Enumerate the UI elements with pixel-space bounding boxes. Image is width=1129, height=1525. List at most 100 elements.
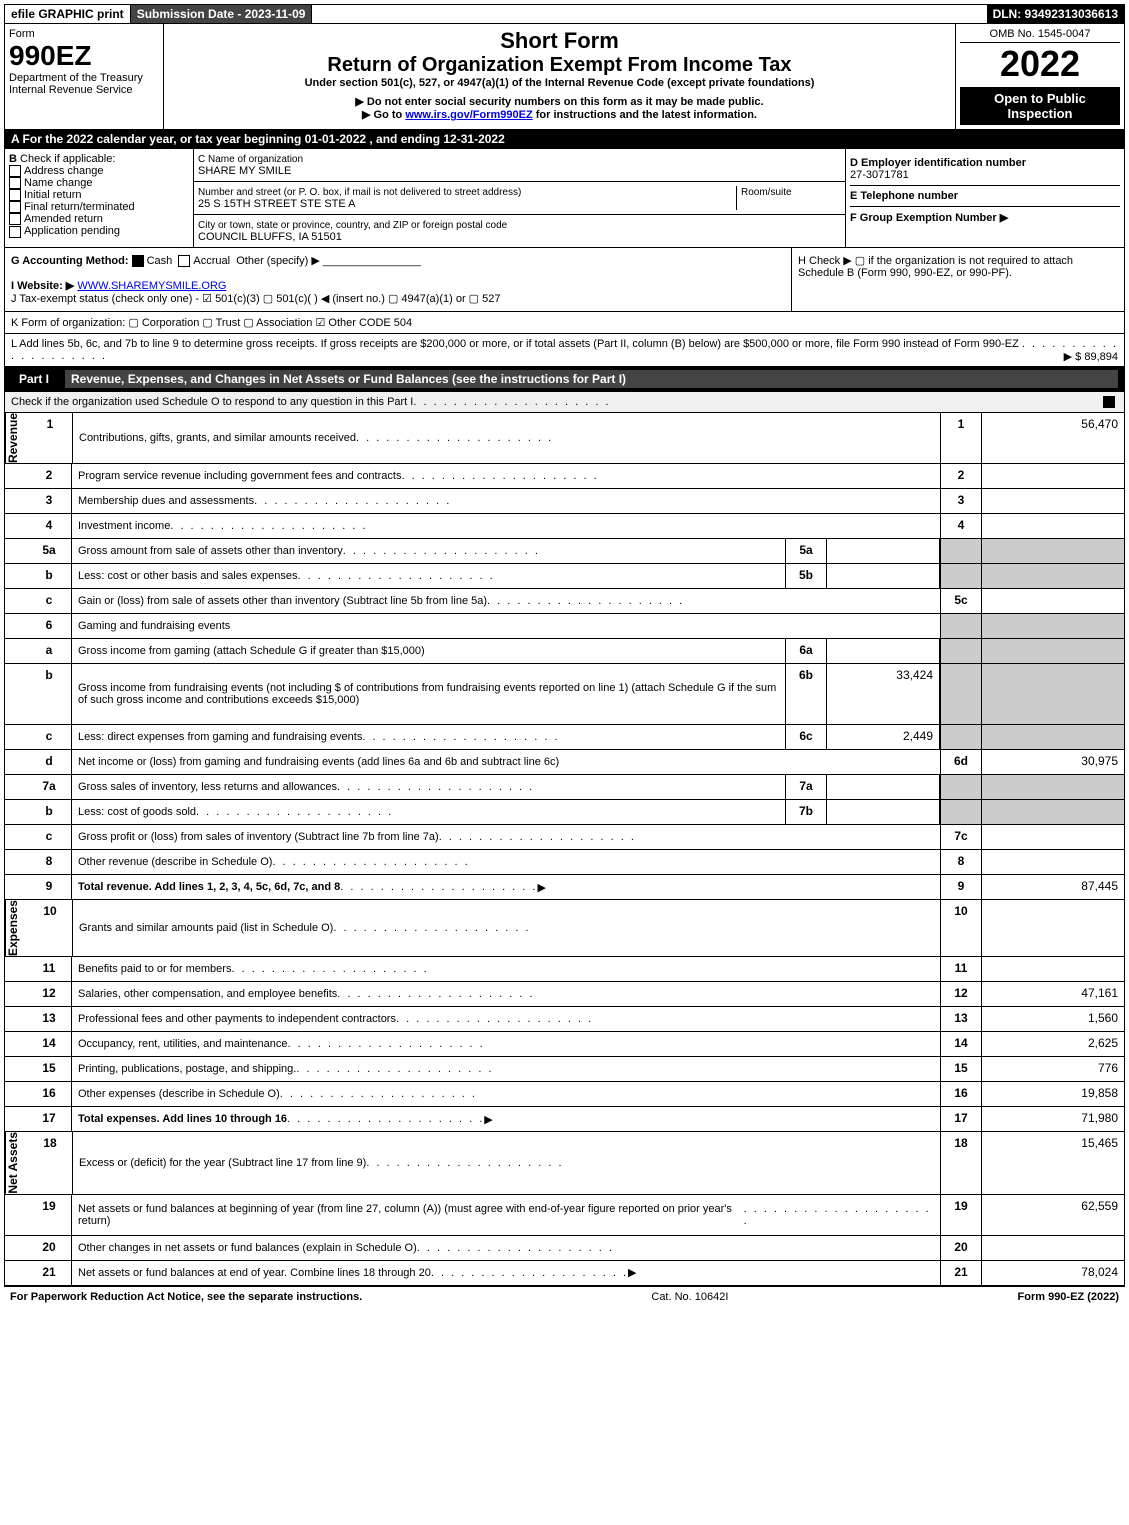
- row-k: K Form of organization: ▢ Corporation ▢ …: [4, 312, 1125, 334]
- line-6a: a Gross income from gaming (attach Sched…: [4, 639, 1125, 664]
- irs-link[interactable]: www.irs.gov/Form990EZ: [405, 109, 532, 121]
- form-number: 990EZ: [9, 40, 159, 72]
- org-name: SHARE MY SMILE: [198, 165, 291, 177]
- line-7c: c Gross profit or (loss) from sales of i…: [4, 825, 1125, 850]
- line-20: 20 Other changes in net assets or fund b…: [4, 1236, 1125, 1261]
- form-label: Form: [9, 28, 159, 40]
- line-18: Net Assets 18 Excess or (deficit) for th…: [4, 1132, 1125, 1195]
- line-17: 17 Total expenses. Add lines 10 through …: [4, 1107, 1125, 1132]
- tel-label: E Telephone number: [850, 190, 958, 202]
- line-9-value: 87,445: [982, 875, 1124, 899]
- line-11: 11 Benefits paid to or for members 11: [4, 957, 1125, 982]
- line-1-value: 56,470: [982, 413, 1124, 463]
- dept-label: Department of the Treasury: [9, 72, 159, 84]
- gross-receipts: ▶ $ 89,894: [1064, 350, 1118, 363]
- line-15: 15 Printing, publications, postage, and …: [4, 1057, 1125, 1082]
- dln-label: DLN: 93492313036613: [987, 5, 1124, 23]
- city-label: City or town, state or province, country…: [198, 220, 507, 231]
- info-block: B Check if applicable: Address change Na…: [4, 149, 1125, 248]
- line-10: Expenses 10 Grants and similar amounts p…: [4, 900, 1125, 957]
- org-address: 25 S 15TH STREET STE STE A: [198, 198, 356, 210]
- line-6: 6 Gaming and fundraising events: [4, 614, 1125, 639]
- line-14-value: 2,625: [982, 1032, 1124, 1056]
- tax-year: 2022: [960, 43, 1120, 85]
- page-footer: For Paperwork Reduction Act Notice, see …: [4, 1286, 1125, 1307]
- line-19: 19 Net assets or fund balances at beginn…: [4, 1195, 1125, 1236]
- room-label: Room/suite: [741, 187, 792, 198]
- section-b: B Check if applicable: Address change Na…: [5, 149, 194, 247]
- row-l: L Add lines 5b, 6c, and 7b to line 9 to …: [4, 334, 1125, 367]
- title-short-form: Short Form: [168, 28, 951, 54]
- line-12-value: 47,161: [982, 982, 1124, 1006]
- line-6d-value: 30,975: [982, 750, 1124, 774]
- line-6b: b Gross income from fundraising events (…: [4, 664, 1125, 725]
- line-7b: b Less: cost of goods sold 7b: [4, 800, 1125, 825]
- app-pending-checkbox[interactable]: [9, 226, 21, 238]
- ein-label: D Employer identification number: [850, 157, 1026, 169]
- line-21: 21 Net assets or fund balances at end of…: [4, 1261, 1125, 1286]
- accrual-checkbox[interactable]: [178, 255, 190, 267]
- line-17-value: 71,980: [982, 1107, 1124, 1131]
- line-19-value: 62,559: [982, 1195, 1124, 1235]
- line-9: 9 Total revenue. Add lines 1, 2, 3, 4, 5…: [4, 875, 1125, 900]
- line-14: 14 Occupancy, rent, utilities, and maint…: [4, 1032, 1125, 1057]
- line-2: 2 Program service revenue including gove…: [4, 464, 1125, 489]
- schedule-o-checkbox[interactable]: [1103, 396, 1115, 408]
- line-6c-value: 2,449: [827, 725, 940, 749]
- top-bar: efile GRAPHIC print Submission Date - 20…: [4, 4, 1125, 24]
- omb-number: OMB No. 1545-0047: [960, 28, 1120, 43]
- addr-change-checkbox[interactable]: [9, 165, 21, 177]
- line-6c: c Less: direct expenses from gaming and …: [4, 725, 1125, 750]
- line-6d: d Net income or (loss) from gaming and f…: [4, 750, 1125, 775]
- line-7a: 7a Gross sales of inventory, less return…: [4, 775, 1125, 800]
- revenue-sidebar: Revenue: [5, 413, 28, 463]
- line-4: 4 Investment income 4: [4, 514, 1125, 539]
- addr-label: Number and street (or P. O. box, if mail…: [198, 187, 521, 198]
- section-a: A For the 2022 calendar year, or tax yea…: [4, 130, 1125, 149]
- section-h: H Check ▶ ▢ if the organization is not r…: [792, 248, 1124, 311]
- subtitle-3: ▶ Go to www.irs.gov/Form990EZ for instru…: [168, 108, 951, 121]
- ein-value: 27-3071781: [850, 169, 909, 181]
- group-exemption-label: F Group Exemption Number ▶: [850, 212, 1008, 224]
- netassets-sidebar: Net Assets: [5, 1132, 28, 1194]
- footer-catno: Cat. No. 10642I: [362, 1291, 1017, 1303]
- part-1-title: Revenue, Expenses, and Changes in Net As…: [65, 370, 1118, 388]
- part-1-checkrow: Check if the organization used Schedule …: [4, 392, 1125, 413]
- line-12: 12 Salaries, other compensation, and emp…: [4, 982, 1125, 1007]
- section-c: C Name of organization SHARE MY SMILE Nu…: [194, 149, 846, 247]
- submission-date: Submission Date - 2023-11-09: [131, 5, 313, 23]
- part-1-header: Part I Revenue, Expenses, and Changes in…: [4, 367, 1125, 392]
- amended-return-checkbox[interactable]: [9, 213, 21, 225]
- subtitle-1: Under section 501(c), 527, or 4947(a)(1)…: [168, 77, 951, 89]
- expenses-sidebar: Expenses: [5, 900, 28, 956]
- line-5a: 5a Gross amount from sale of assets othe…: [4, 539, 1125, 564]
- line-21-value: 78,024: [982, 1261, 1124, 1285]
- line-5c: c Gain or (loss) from sale of assets oth…: [4, 589, 1125, 614]
- tax-exempt-status: J Tax-exempt status (check only one) - ☑…: [11, 293, 500, 305]
- footer-left: For Paperwork Reduction Act Notice, see …: [10, 1291, 362, 1303]
- final-return-checkbox[interactable]: [9, 201, 21, 213]
- line-3: 3 Membership dues and assessments 3: [4, 489, 1125, 514]
- line-16: 16 Other expenses (describe in Schedule …: [4, 1082, 1125, 1107]
- line-6b-value: 33,424: [827, 664, 940, 724]
- line-8: 8 Other revenue (describe in Schedule O)…: [4, 850, 1125, 875]
- line-16-value: 19,858: [982, 1082, 1124, 1106]
- form-header: Form 990EZ Department of the Treasury In…: [4, 24, 1125, 130]
- footer-formno: Form 990-EZ (2022): [1018, 1291, 1119, 1303]
- accounting-method-label: G Accounting Method:: [11, 255, 129, 267]
- line-15-value: 776: [982, 1057, 1124, 1081]
- initial-return-checkbox[interactable]: [9, 189, 21, 201]
- section-d: D Employer identification number 27-3071…: [846, 149, 1124, 247]
- line-5b: b Less: cost or other basis and sales ex…: [4, 564, 1125, 589]
- efile-label[interactable]: efile GRAPHIC print: [5, 5, 131, 23]
- name-change-checkbox[interactable]: [9, 177, 21, 189]
- org-name-label: C Name of organization: [198, 154, 303, 165]
- row-g-h: G Accounting Method: Cash Accrual Other …: [4, 248, 1125, 312]
- line-1: Revenue 1 Contributions, gifts, grants, …: [4, 413, 1125, 464]
- part-1-label: Part I: [11, 370, 57, 388]
- website-link[interactable]: WWW.SHAREMYSMILE.ORG: [77, 280, 226, 292]
- cash-checkbox[interactable]: [132, 255, 144, 267]
- website-label: I Website: ▶: [11, 280, 74, 292]
- open-inspection: Open to Public Inspection: [960, 87, 1120, 125]
- irs-label: Internal Revenue Service: [9, 84, 159, 96]
